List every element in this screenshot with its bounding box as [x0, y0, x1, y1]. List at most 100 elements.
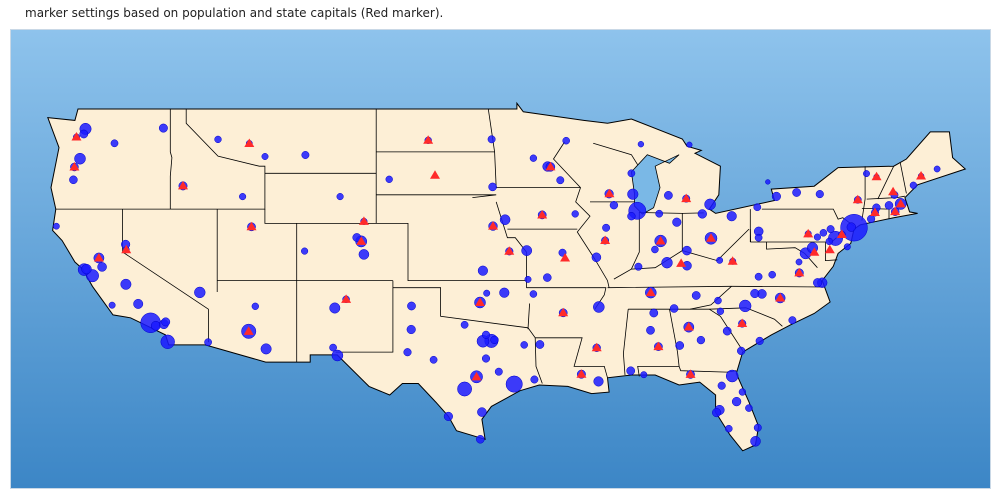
city-marker-circle-icon [481, 330, 491, 339]
capital-marker-triangle-icon [471, 371, 482, 381]
city-marker-circle-icon [483, 289, 491, 297]
capital-marker-triangle-icon [824, 244, 835, 254]
state-border [527, 303, 530, 330]
city-marker-circle-icon [481, 354, 491, 363]
capital-marker-triangle-icon [121, 244, 132, 254]
city-marker-circle-icon [429, 355, 438, 364]
capital-marker-triangle-icon [558, 307, 569, 317]
city-marker-circle-icon [765, 179, 771, 185]
city-marker-circle-icon [108, 301, 116, 309]
city-marker-circle-icon [261, 153, 269, 160]
city-marker-circle-icon [672, 217, 682, 227]
city-marker-circle-icon [863, 170, 870, 178]
capital-marker-triangle-icon [852, 194, 863, 204]
capital-marker-triangle-icon [895, 198, 906, 208]
city-marker-circle-icon [494, 367, 503, 376]
city-marker-circle-icon [407, 301, 416, 311]
city-marker-circle-icon [788, 316, 797, 325]
city-marker-circle-icon [204, 338, 212, 347]
capital-marker-triangle-icon [803, 228, 814, 238]
city-marker-circle-icon [649, 308, 659, 318]
capital-marker-triangle-icon [869, 207, 880, 217]
city-marker-circle-icon [704, 198, 716, 211]
city-marker-circle-icon [460, 320, 469, 329]
city-marker-circle-icon [331, 349, 344, 362]
city-marker-circle-icon [571, 210, 579, 218]
city-marker-circle-icon [696, 335, 706, 345]
city-marker-circle-icon [771, 191, 781, 201]
capital-marker-triangle-icon [775, 293, 786, 302]
city-marker-circle-icon [535, 340, 545, 349]
city-marker-circle-icon [194, 286, 206, 299]
city-marker-circle-icon [74, 152, 86, 165]
city-marker-circle-icon [260, 343, 272, 355]
city-marker-circle-icon [846, 222, 856, 232]
city-marker-circle-icon [819, 229, 828, 237]
state-border [709, 308, 744, 351]
city-marker-circle-icon [406, 324, 416, 335]
city-marker-circle-icon [158, 123, 168, 133]
capital-marker-triangle-icon [727, 256, 738, 265]
city-marker-circle-icon [133, 298, 144, 309]
city-marker-circle-icon [529, 154, 538, 162]
city-marker-circle-icon [725, 369, 739, 383]
city-marker-circle-icon [53, 222, 60, 230]
capital-marker-triangle-icon [358, 216, 369, 225]
city-marker-circle-icon [609, 201, 619, 210]
city-marker-circle-icon [487, 135, 496, 144]
city-marker-circle-icon [825, 237, 833, 246]
capital-marker-triangle-icon [890, 206, 901, 216]
city-marker-circle-icon [602, 223, 611, 232]
capital-marker-triangle-icon [591, 342, 602, 352]
city-marker-circle-icon [627, 169, 636, 178]
capital-marker-triangle-icon [871, 171, 882, 181]
city-marker-circle-icon [754, 272, 763, 281]
city-marker-circle-icon [655, 209, 664, 218]
state-border [766, 242, 818, 268]
city-marker-circle-icon [556, 176, 565, 185]
city-marker-circle-icon [477, 265, 488, 276]
city-marker-circle-icon [651, 245, 659, 254]
city-marker-circle-icon [358, 249, 370, 260]
capital-marker-triangle-icon [737, 318, 748, 327]
city-marker-circle-icon [524, 275, 532, 283]
map-container[interactable] [10, 29, 991, 489]
city-marker-circle-icon [669, 304, 679, 313]
capital-marker-triangle-icon [600, 235, 611, 245]
state-border [335, 280, 394, 353]
city-marker-circle-icon [329, 302, 341, 314]
city-marker-circle-icon [933, 165, 941, 173]
city-marker-circle-icon [529, 290, 538, 298]
us-map[interactable] [11, 30, 990, 488]
city-marker-circle-icon [697, 209, 707, 219]
capital-marker-triangle-icon [545, 161, 556, 171]
city-marker-circle-icon [716, 307, 725, 315]
city-marker-circle-icon [120, 278, 132, 290]
capital-marker-triangle-icon [69, 162, 80, 171]
city-marker-circle-icon [826, 225, 835, 234]
capital-marker-triangle-icon [537, 209, 548, 219]
capital-marker-triangle-icon [676, 258, 687, 267]
city-marker-circle-icon [867, 214, 876, 223]
state-border [877, 166, 895, 200]
city-marker-circle-icon [843, 243, 851, 251]
city-marker-circle-icon [745, 404, 753, 412]
city-marker-circle-icon [686, 141, 693, 148]
city-marker-circle-icon [477, 407, 487, 417]
city-marker-circle-icon [97, 262, 107, 272]
city-marker-circle-icon [646, 325, 655, 335]
city-marker-circle-icon [813, 233, 821, 241]
city-marker-circle-icon [661, 257, 673, 269]
city-marker-circle-icon [627, 212, 636, 221]
capital-marker-triangle-icon [560, 252, 571, 262]
state-border [264, 209, 527, 282]
city-marker-circle-icon [443, 411, 453, 421]
city-marker-circle-icon [520, 341, 528, 349]
city-marker-circle-icon [150, 320, 161, 331]
city-marker-circle-icon [768, 270, 776, 279]
city-marker-circle-icon [731, 396, 742, 407]
city-marker-circle-icon [637, 141, 645, 148]
capital-marker-triangle-icon [576, 369, 587, 378]
city-marker-circle-icon [161, 317, 171, 327]
capital-marker-triangle-icon [645, 287, 656, 297]
